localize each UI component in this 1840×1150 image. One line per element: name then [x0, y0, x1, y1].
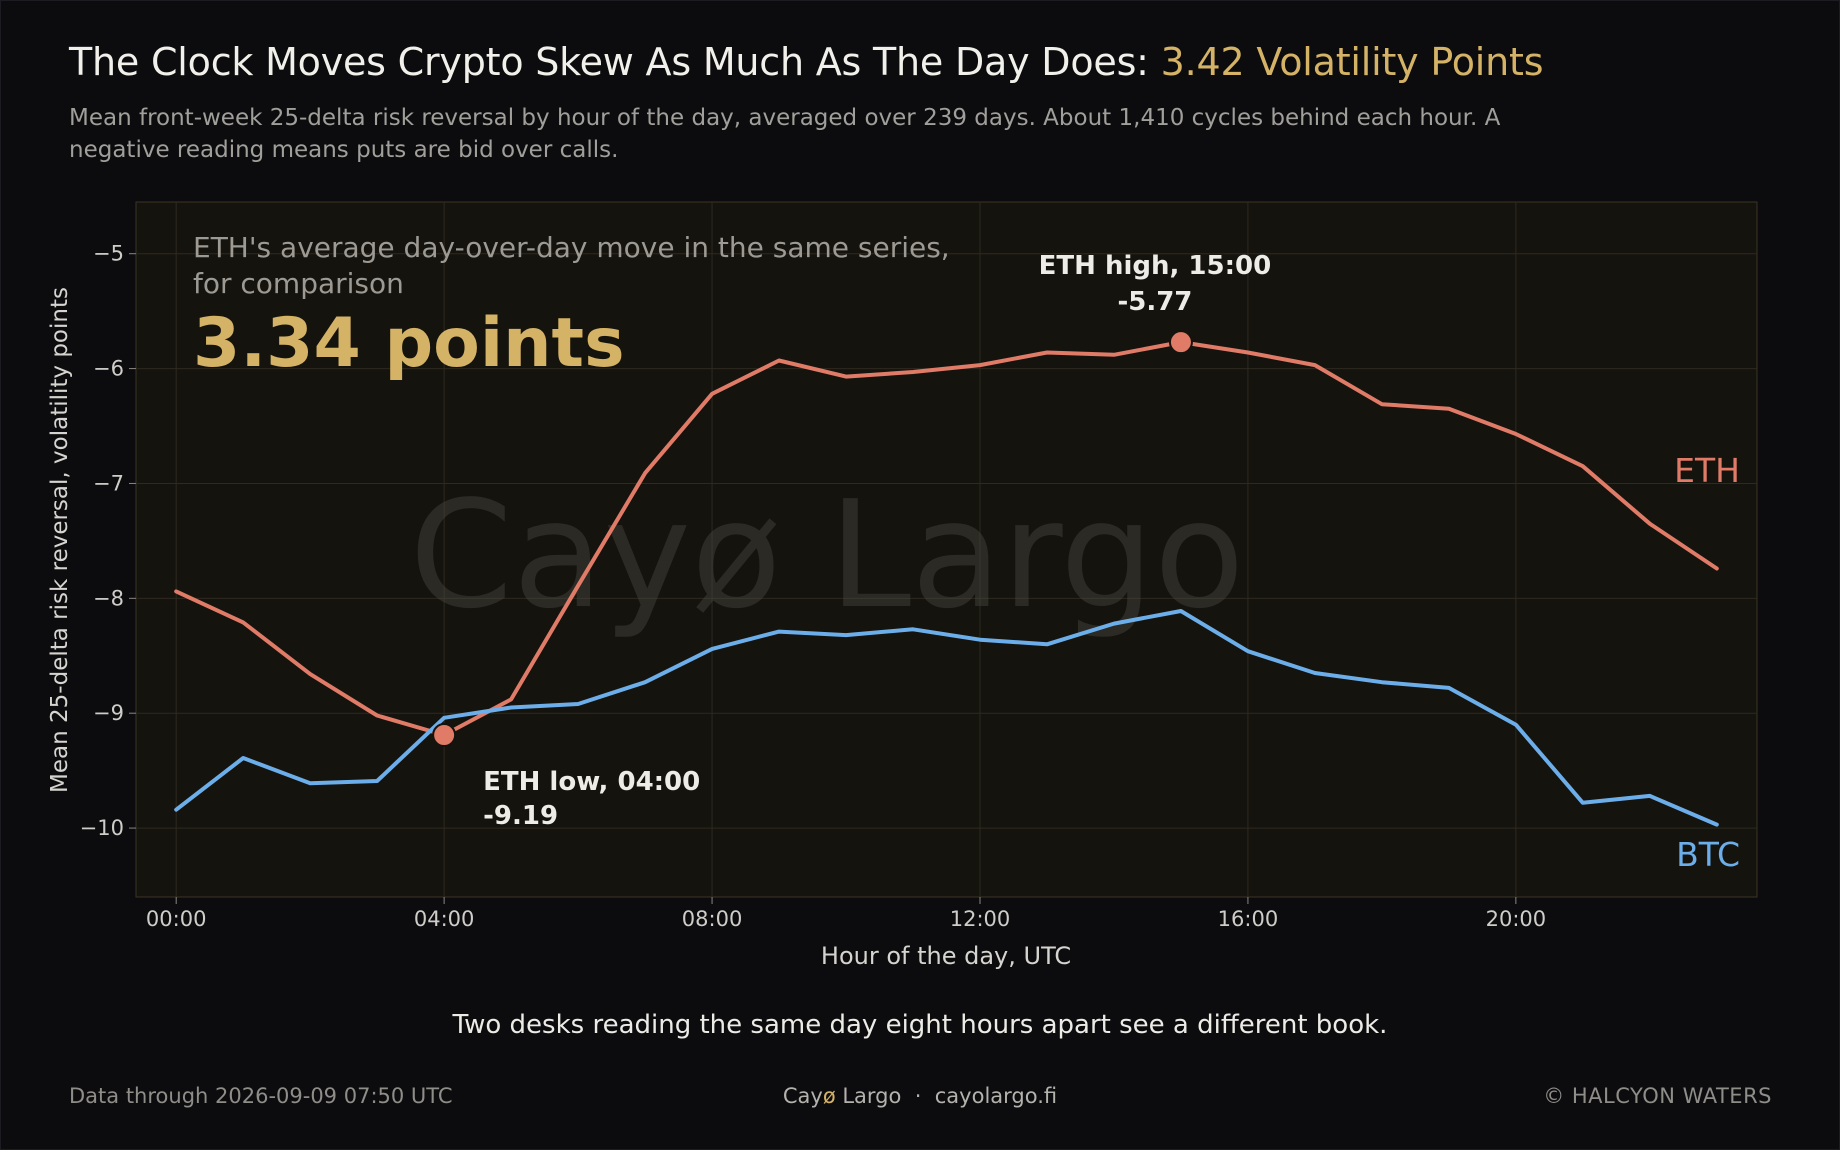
annotation-label-high: ETH high, 15:00	[1039, 251, 1272, 281]
x-tick-label: 16:00	[1218, 907, 1279, 931]
annotation-marker	[1168, 330, 1193, 355]
x-tick-label: 00:00	[146, 907, 207, 931]
callout-value: 3.34 points	[193, 304, 625, 383]
y-axis: −5 −6 −7 −8 −9 −10	[80, 242, 136, 840]
data-through-note: Data through 2026-09-09 07:50 UTC	[69, 1084, 453, 1108]
x-tick-label: 08:00	[682, 907, 743, 931]
plot-area	[135, 201, 1758, 898]
chart-caption: Two desks reading the same day eight hou…	[452, 1010, 1388, 1040]
callout-line-1: ETH's average day-over-day move in the s…	[193, 231, 950, 264]
y-tick-label: −7	[93, 471, 124, 495]
x-tick-label: 20:00	[1486, 907, 1547, 931]
footer-separator: ·	[914, 1084, 922, 1108]
series-label-eth: ETH	[1674, 451, 1740, 490]
series-label-btc: BTC	[1676, 835, 1740, 874]
grid	[136, 202, 1757, 897]
annotation-label-low: ETH low, 04:00	[483, 767, 700, 797]
chart-title: The Clock Moves Crypto Skew As Much As T…	[69, 40, 1543, 84]
brand-pre: Cay	[782, 1084, 823, 1108]
footer-site-link[interactable]: cayolargo.fi	[934, 1084, 1058, 1108]
annotation-marker	[432, 723, 457, 748]
y-tick-label: −8	[93, 586, 124, 610]
x-axis-label: Hour of the day, UTC	[821, 942, 1071, 970]
title-accent: 3.42 Volatility Points	[1160, 40, 1544, 84]
x-axis: 00:00 04:00 08:00 12:00 16:00 20:00	[146, 897, 1546, 931]
title-main: The Clock Moves Crypto Skew As Much As T…	[69, 40, 1149, 84]
annotation-value-high: -5.77	[1117, 287, 1192, 317]
series-line-btc	[174, 609, 1719, 827]
annotations: ETH high, 15:00 -5.77 ETH low, 04:00 -9.19	[432, 251, 1272, 831]
x-tick-label: 04:00	[414, 907, 475, 931]
callout-line-2: for comparison	[193, 267, 404, 300]
y-tick-label: −6	[93, 357, 124, 381]
y-axis-label: Mean 25-delta risk reversal, volatility …	[47, 287, 73, 793]
brand-post: Largo	[835, 1084, 902, 1108]
brand-o: ø	[822, 1084, 836, 1108]
footer-brand: Cayø Largo · cayolargo.fi	[0, 1084, 1840, 1108]
watermark: Cayø Largo	[409, 469, 1244, 641]
copyright: © HALCYON WATERS	[1543, 1084, 1772, 1108]
chart-subtitle: Mean front-week 25-delta risk reversal b…	[69, 105, 1501, 163]
annotation-value-low: -9.19	[483, 801, 558, 831]
y-tick-label: −10	[80, 816, 124, 840]
x-tick-label: 12:00	[950, 907, 1011, 931]
y-tick-label: −9	[93, 701, 124, 725]
y-tick-label: −5	[93, 242, 124, 266]
